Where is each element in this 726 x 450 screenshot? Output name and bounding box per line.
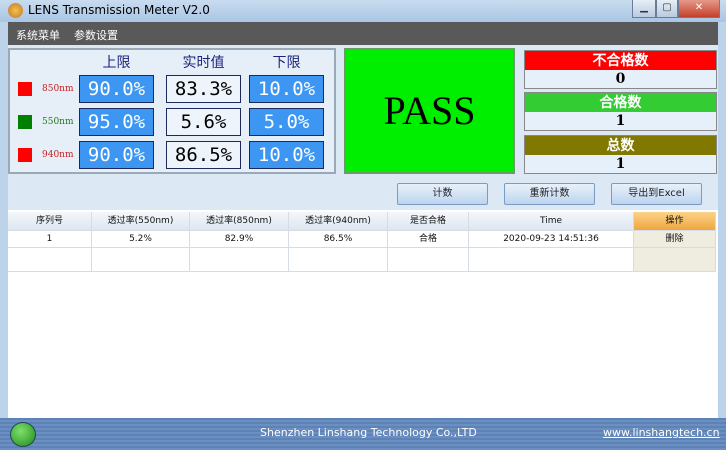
minimize-button[interactable]: ▁ bbox=[632, 0, 656, 18]
close-button[interactable]: ✕ bbox=[678, 0, 720, 18]
status-led-icon bbox=[10, 422, 36, 447]
upper-limit-field[interactable]: 95.0% bbox=[79, 108, 154, 136]
wavelength-label: 850nm bbox=[42, 84, 74, 94]
wavelength-color-icon bbox=[18, 115, 32, 129]
column-header[interactable]: 透过率(850nm) bbox=[190, 212, 289, 231]
window-title: LENS Transmission Meter V2.0 bbox=[28, 3, 210, 17]
empty-cell bbox=[190, 248, 289, 272]
wavelength-label: 550nm bbox=[42, 117, 74, 127]
export-excel-button[interactable]: 导出到Excel bbox=[611, 183, 702, 205]
upper-limit-field[interactable]: 90.0% bbox=[79, 141, 154, 169]
lower-limit-field[interactable]: 10.0% bbox=[249, 75, 324, 103]
pass-count-label: 合格数 bbox=[524, 92, 717, 112]
status-bar bbox=[0, 418, 726, 450]
empty-cell bbox=[92, 248, 190, 272]
company-name: Shenzhen Linshang Technology Co.,LTD bbox=[260, 426, 477, 439]
header-realtime: 实时值 bbox=[182, 55, 225, 71]
empty-cell bbox=[634, 248, 716, 272]
total-count-value: 1 bbox=[524, 155, 717, 174]
pass-count-value: 1 bbox=[524, 112, 717, 131]
total-count-label: 总数 bbox=[524, 135, 717, 155]
empty-cell bbox=[388, 248, 469, 272]
count-button[interactable]: 计数 bbox=[397, 183, 488, 205]
table-cell: 1 bbox=[8, 231, 92, 248]
table-cell: 86.5% bbox=[289, 231, 388, 248]
table-cell: 82.9% bbox=[190, 231, 289, 248]
empty-cell bbox=[469, 248, 634, 272]
realtime-value: 86.5% bbox=[166, 141, 241, 169]
column-header[interactable]: 序列号 bbox=[8, 212, 92, 231]
menu-bar bbox=[8, 22, 718, 45]
fail-count-label: 不合格数 bbox=[524, 50, 717, 70]
title-bar bbox=[0, 0, 726, 22]
website-link[interactable]: www.linshangtech.cn bbox=[603, 426, 720, 439]
delete-button[interactable]: 删除 bbox=[634, 231, 716, 248]
table-cell: 5.2% bbox=[92, 231, 190, 248]
lower-limit-field[interactable]: 5.0% bbox=[249, 108, 324, 136]
results-table: 序列号 透过率(550nm) 透过率(850nm) 透过率(940nm) 是否合格 Tim… bbox=[8, 210, 718, 418]
realtime-value: 5.6% bbox=[166, 108, 241, 136]
realtime-value: 83.3% bbox=[166, 75, 241, 103]
lower-limit-field[interactable]: 10.0% bbox=[249, 141, 324, 169]
menu-system[interactable]: 系统菜单 bbox=[16, 29, 60, 42]
app-icon bbox=[8, 3, 23, 18]
wavelength-color-icon bbox=[18, 82, 32, 96]
empty-cell bbox=[8, 248, 92, 272]
header-upper: 上限 bbox=[102, 55, 131, 71]
result-indicator: PASS bbox=[344, 48, 515, 174]
column-header[interactable]: 透过率(550nm) bbox=[92, 212, 190, 231]
maximize-button[interactable]: ▢ bbox=[656, 0, 678, 18]
wavelength-color-icon bbox=[18, 148, 32, 162]
wavelength-label: 940nm bbox=[42, 150, 74, 160]
fail-count-value: 0 bbox=[524, 70, 717, 89]
empty-cell bbox=[289, 248, 388, 272]
table-cell: 合格 bbox=[388, 231, 469, 248]
recount-button[interactable]: 重新计数 bbox=[504, 183, 595, 205]
column-header[interactable]: Time bbox=[469, 212, 634, 231]
column-header[interactable]: 操作 bbox=[634, 212, 716, 231]
menu-settings[interactable]: 参数设置 bbox=[74, 29, 118, 42]
table-cell: 2020-09-23 14:51:36 bbox=[469, 231, 634, 248]
header-lower: 下限 bbox=[272, 55, 301, 71]
upper-limit-field[interactable]: 90.0% bbox=[79, 75, 154, 103]
column-header[interactable]: 透过率(940nm) bbox=[289, 212, 388, 231]
column-header[interactable]: 是否合格 bbox=[388, 212, 469, 231]
